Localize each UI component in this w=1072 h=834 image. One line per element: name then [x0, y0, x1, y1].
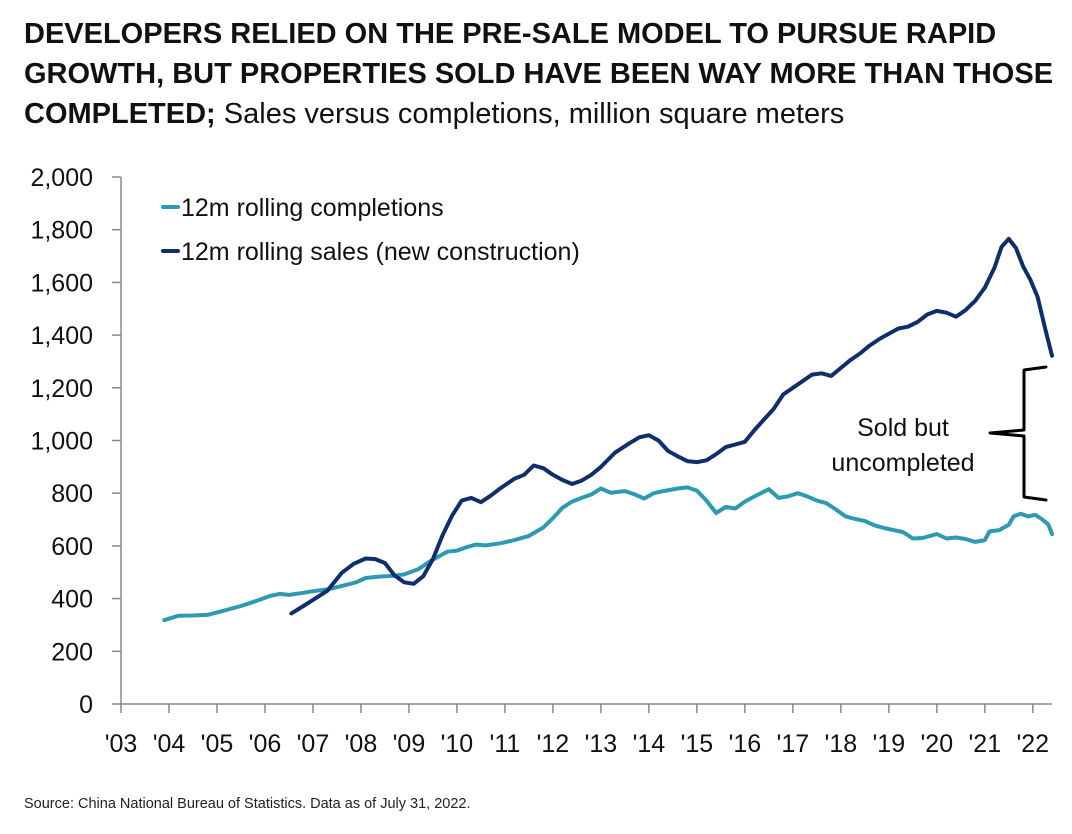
y-tick-label: 2,000 — [30, 164, 93, 192]
y-tick-label: 400 — [51, 586, 93, 614]
x-tick-label: '14 — [633, 730, 666, 758]
y-tick-label: 1,000 — [30, 428, 93, 456]
y-tick-label: 0 — [79, 691, 93, 719]
x-tick-label: '18 — [825, 730, 858, 758]
x-tick-label: '06 — [249, 730, 282, 758]
annotation-text: uncompleted — [831, 449, 974, 477]
y-tick-label: 600 — [51, 533, 93, 561]
x-tick-label: '12 — [537, 730, 570, 758]
x-tick-label: '21 — [969, 730, 1002, 758]
x-tick-label: '07 — [297, 730, 330, 758]
x-tick-label: '08 — [345, 730, 378, 758]
x-tick-label: '09 — [393, 730, 426, 758]
x-tick-label: '16 — [729, 730, 762, 758]
y-tick-label: 1,600 — [30, 269, 93, 297]
chart-title-rest: Sales versus completions, million square… — [215, 98, 845, 130]
x-tick-label: '15 — [681, 730, 714, 758]
x-tick-label: '22 — [1017, 730, 1050, 758]
x-tick-label: '20 — [921, 730, 954, 758]
chart-legend: 12m rolling completions 12m rolling sales… — [161, 194, 580, 266]
completions-line — [162, 485, 1054, 623]
x-tick-label: '04 — [153, 730, 186, 758]
chart-axes: 0 200 400 600 800 1,000 1,200 1,400 1,600 1,800 2,… — [30, 164, 1052, 758]
bracket-shape — [988, 365, 1048, 502]
x-tick-label: '11 — [490, 730, 521, 758]
annotation-text: Sold but — [857, 414, 949, 442]
x-tick-label: '17 — [777, 730, 810, 758]
chart-annotation: Sold but uncompleted — [831, 365, 1048, 502]
y-tick-label: 1,400 — [30, 322, 93, 350]
y-tick-label: 200 — [51, 638, 93, 666]
y-tick-label: 1,800 — [30, 217, 93, 245]
y-tick-label: 800 — [51, 480, 93, 508]
chart-title-bold: DEVELOPERS RELIED ON THE PRE-SALE MODEL … — [24, 18, 1054, 130]
chart-series — [162, 236, 1054, 623]
source-note: Source: China National Bureau of Statist… — [24, 796, 471, 812]
x-tick-label: '03 — [105, 730, 138, 758]
x-tick-label: '13 — [585, 730, 618, 758]
sales-line — [289, 236, 1054, 616]
chart-title: DEVELOPERS RELIED ON THE PRE-SALE MODEL … — [24, 14, 1054, 134]
legend-label-completions: 12m rolling completions — [181, 194, 444, 222]
x-tick-label: '10 — [441, 730, 474, 758]
x-tick-label: '19 — [873, 730, 906, 758]
x-tick-label: '05 — [201, 730, 234, 758]
y-tick-label: 1,200 — [30, 375, 93, 403]
legend-label-sales: 12m rolling sales (new construction) — [181, 238, 580, 266]
